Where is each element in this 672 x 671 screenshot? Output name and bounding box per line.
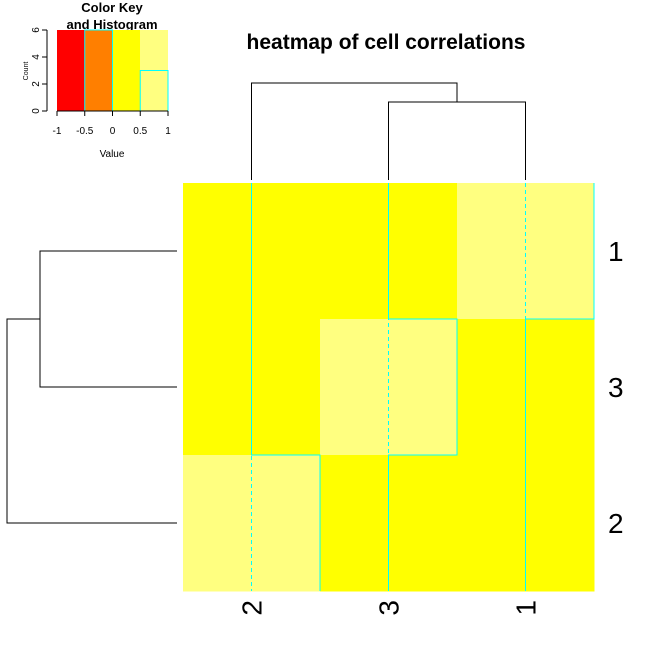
color-key-ylabel: Count [23, 62, 30, 81]
color-key-title-1: Color Key [81, 0, 143, 15]
column-dendrogram [251, 82, 526, 180]
color-key-x-tick-label: 0 [110, 126, 116, 137]
row-label: 1 [608, 236, 624, 267]
row-label: 2 [608, 508, 624, 539]
color-key-y-tick-label: 0 [31, 108, 42, 114]
column-labels: 2 3 1 [237, 600, 542, 616]
heatmap-cell [457, 183, 595, 320]
row-labels: 1 3 2 [608, 236, 624, 539]
trace-line [388, 183, 458, 591]
color-key-y-tick-label: 4 [31, 54, 42, 60]
column-label: 3 [374, 600, 405, 616]
color-key-x-tick-label: 1 [165, 126, 171, 137]
row-dendrogram-branch [6, 318, 177, 524]
color-key: Color Key and Histogram -1 -0.5 0 0.5 10246 … [23, 0, 171, 160]
color-key-xlabel: Value [100, 149, 125, 160]
color-key-x-tick-label: -0.5 [76, 126, 94, 137]
trace-line [251, 183, 321, 591]
color-key-swatch [112, 30, 141, 111]
column-label: 1 [511, 600, 542, 616]
color-key-x-tick-label: 0.5 [133, 126, 147, 137]
color-key-swatch [84, 30, 113, 111]
color-key-axes: -1 -0.5 0 0.5 1 0 2 4 6 [31, 27, 171, 137]
row-dendrogram-branch [39, 250, 177, 388]
color-key-x-tick-label: -1 [53, 126, 62, 137]
trace-line [525, 183, 595, 591]
column-label: 2 [237, 600, 268, 616]
trace-lines [251, 183, 595, 591]
color-key-y-tick-label: 6 [31, 27, 42, 33]
color-key-title-2: and Histogram [66, 17, 157, 32]
column-dendrogram-branch [388, 101, 526, 180]
column-dendrogram-branch [251, 82, 458, 180]
color-key-y-tick-label: 2 [31, 81, 42, 87]
color-key-swatch [57, 30, 85, 111]
row-label: 3 [608, 372, 624, 403]
row-dendrogram [6, 250, 177, 524]
chart-title: heatmap of cell correlations [247, 31, 526, 54]
